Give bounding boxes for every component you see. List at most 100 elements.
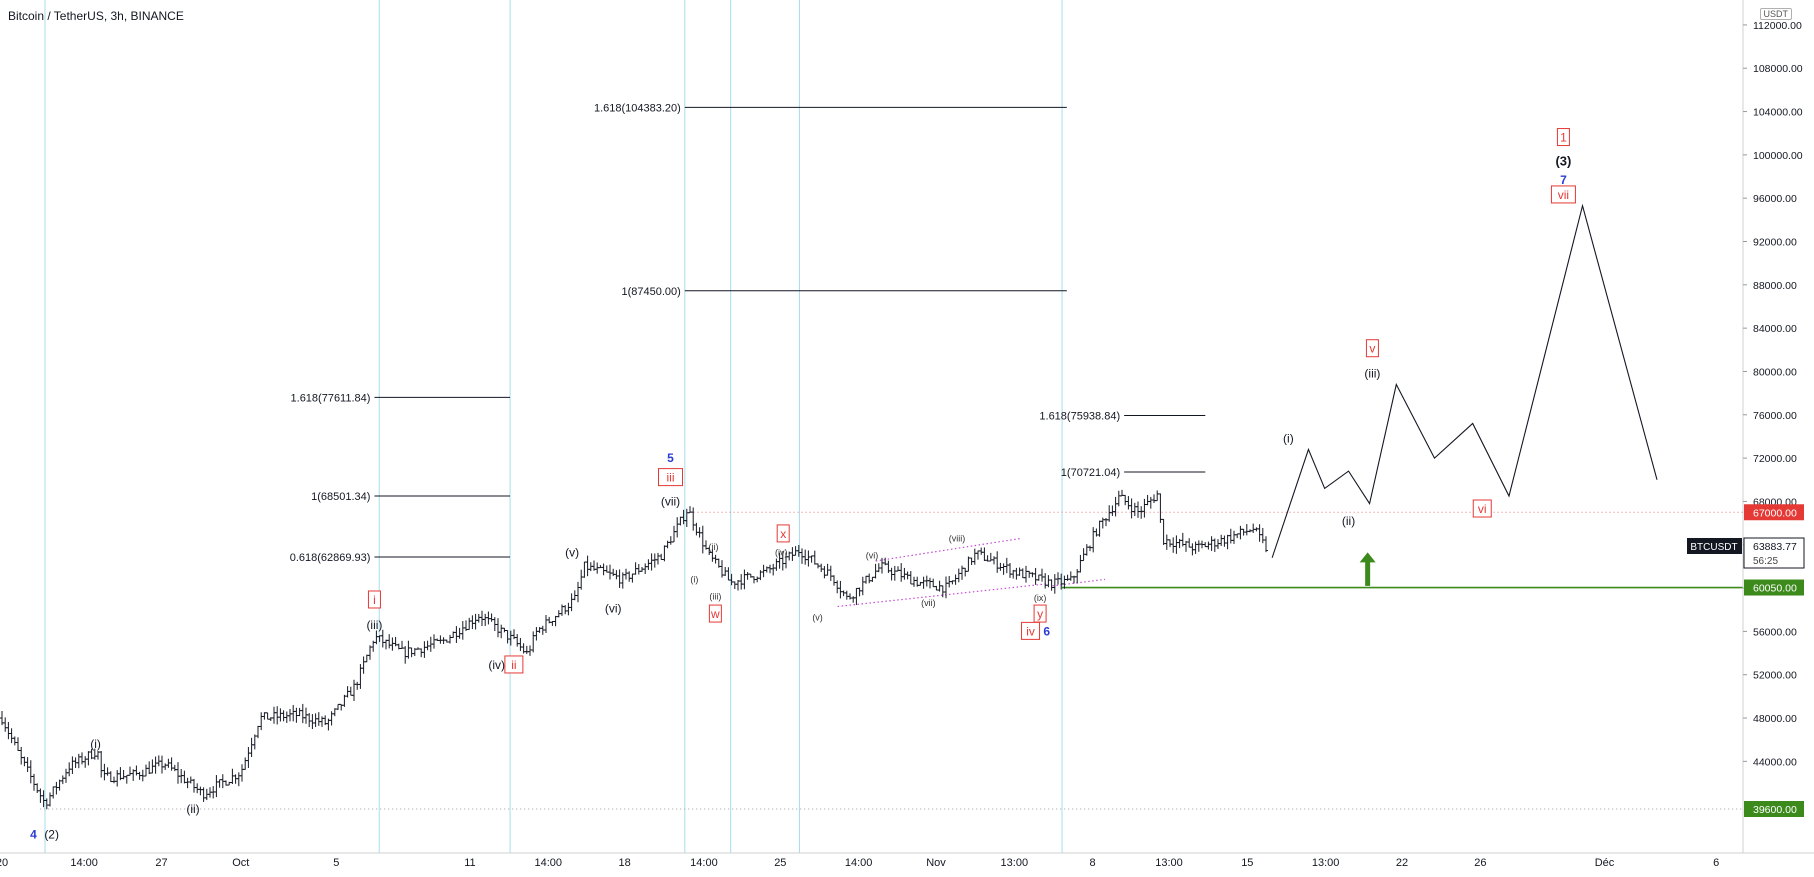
fib-level-label: 1(68501.34) [311, 491, 370, 503]
wave-label: (i) [690, 574, 698, 584]
symbol-badge-text: BTCUSDT [1690, 542, 1737, 553]
x-tick-label: 20 [0, 857, 8, 869]
current-price-text: 63883.77 [1753, 541, 1797, 553]
x-tick-label: 27 [155, 857, 167, 869]
wave-label: (i) [1283, 432, 1294, 446]
x-tick-label: 13:00 [1155, 857, 1183, 869]
wave-label-box [708, 604, 722, 623]
price-level-badge [1744, 801, 1804, 817]
wave-label-box [367, 590, 381, 609]
current-price-badge [1743, 537, 1805, 569]
x-tick-label: 14:00 [70, 857, 98, 869]
trend-channel-line [1052, 578, 1106, 587]
x-tick-label: 11 [464, 857, 475, 869]
wave-label: (iv) [775, 547, 788, 557]
price-level-badge-text: 39600.00 [1753, 804, 1797, 816]
x-tick-label: 6 [1713, 857, 1719, 869]
wave-label: (iii) [709, 592, 721, 602]
x-tick-label: 14:00 [534, 857, 562, 869]
wave-label-box [1365, 339, 1379, 358]
wave-label: iv [1026, 624, 1035, 638]
trend-channel-line [837, 583, 1048, 608]
y-tick-label: 100000.00 [1753, 150, 1803, 162]
y-tick-label: 56000.00 [1753, 626, 1797, 638]
fib-level-label: 1.618(75938.84) [1039, 410, 1120, 422]
wave-label: (vi) [605, 602, 622, 616]
y-tick-label: 52000.00 [1753, 670, 1797, 682]
y-tick-label: 112000.00 [1753, 20, 1802, 32]
wave-label: ii [511, 658, 516, 672]
projection-path [1271, 203, 1658, 558]
wave-label: (vii) [661, 494, 680, 508]
y-tick-label: 84000.00 [1753, 323, 1797, 335]
price-level-badge [1744, 579, 1804, 596]
price-level-badge-text: 67000.00 [1753, 507, 1797, 519]
wave-label-box [658, 468, 683, 487]
price-level-badge [1744, 504, 1804, 521]
x-tick-label: 13:00 [1312, 857, 1340, 869]
wave-label-box [1021, 621, 1041, 640]
symbol-badge [1687, 538, 1742, 555]
wave-label: iii [667, 471, 675, 485]
y-tick-label: 80000.00 [1753, 366, 1797, 378]
wave-label: x [780, 527, 786, 541]
y-tick-label: 104000.00 [1753, 107, 1803, 119]
x-tick-label: Nov [926, 857, 946, 869]
chart-title: Bitcoin / TetherUS, 3h, BINANCE [8, 9, 184, 23]
wave-label-box [1033, 604, 1047, 623]
fib-level-label: 1.618(77611.84) [291, 392, 371, 404]
wave-label: vii [1558, 188, 1569, 202]
green-arrow-head [1359, 552, 1376, 563]
fib-level-label: 1.618(104383.20) [594, 102, 681, 114]
x-tick-label: 22 [1396, 857, 1408, 869]
wave-label: (v) [565, 545, 579, 559]
x-tick-label: 14:00 [845, 857, 873, 869]
currency-badge[interactable]: USDT [1759, 8, 1792, 20]
x-tick-label: Oct [232, 857, 249, 869]
wave-label: (iv) [488, 658, 505, 672]
wave-label: 7 [1560, 173, 1567, 187]
x-tick-label: 15 [1241, 857, 1253, 869]
wave-label: 5 [667, 451, 674, 465]
wave-label-box [1556, 128, 1570, 147]
x-tick-label: 14:00 [690, 857, 718, 869]
wave-label: (vi) [866, 551, 879, 561]
wave-label: (iii) [366, 618, 382, 632]
wave-label: vi [1478, 502, 1487, 516]
x-tick-label: 26 [1474, 857, 1486, 869]
y-tick-label: 96000.00 [1753, 193, 1797, 205]
y-tick-label: 88000.00 [1753, 280, 1797, 292]
fib-level-label: 0.618(62869.93) [290, 552, 371, 564]
wave-label: (ii) [186, 802, 199, 816]
y-tick-label: 72000.00 [1753, 453, 1797, 465]
wave-label: (2) [44, 827, 59, 841]
fib-level-label: 1(70721.04) [1061, 467, 1120, 479]
wave-label: (ii) [708, 542, 718, 552]
wave-label: y [1037, 607, 1043, 621]
y-tick-label: 48000.00 [1753, 713, 1797, 725]
x-tick-label: 13:00 [1001, 857, 1029, 869]
price-level-badge-text: 60050.00 [1753, 583, 1797, 595]
plot-area: 1.618(77611.84) 1(68501.34) 0.618(62869.93… [0, 0, 1743, 853]
x-tick-label: 5 [333, 857, 339, 869]
wave-label: 1 [1560, 131, 1567, 145]
wave-label-box [504, 655, 524, 674]
wave-label: 4 [30, 827, 37, 841]
x-tick-label: 18 [619, 857, 631, 869]
wave-label: 6 [1043, 624, 1050, 638]
wave-label: (iii) [1364, 367, 1380, 381]
wave-label: w [710, 607, 720, 621]
wave-label: (ii) [1342, 514, 1355, 528]
wave-label: i [373, 593, 376, 607]
wave-label: (vii) [921, 598, 936, 608]
wave-label: (3) [1555, 153, 1571, 168]
x-tick-label: 8 [1090, 857, 1096, 869]
wave-label-box [776, 524, 790, 543]
wave-label: (viii) [949, 533, 966, 543]
wave-label-box [1472, 499, 1492, 518]
wave-label-box [1550, 185, 1576, 204]
x-tick-label: Déc [1595, 857, 1615, 869]
x-tick-label: 25 [774, 857, 786, 869]
wave-label: (ix) [1034, 593, 1047, 603]
